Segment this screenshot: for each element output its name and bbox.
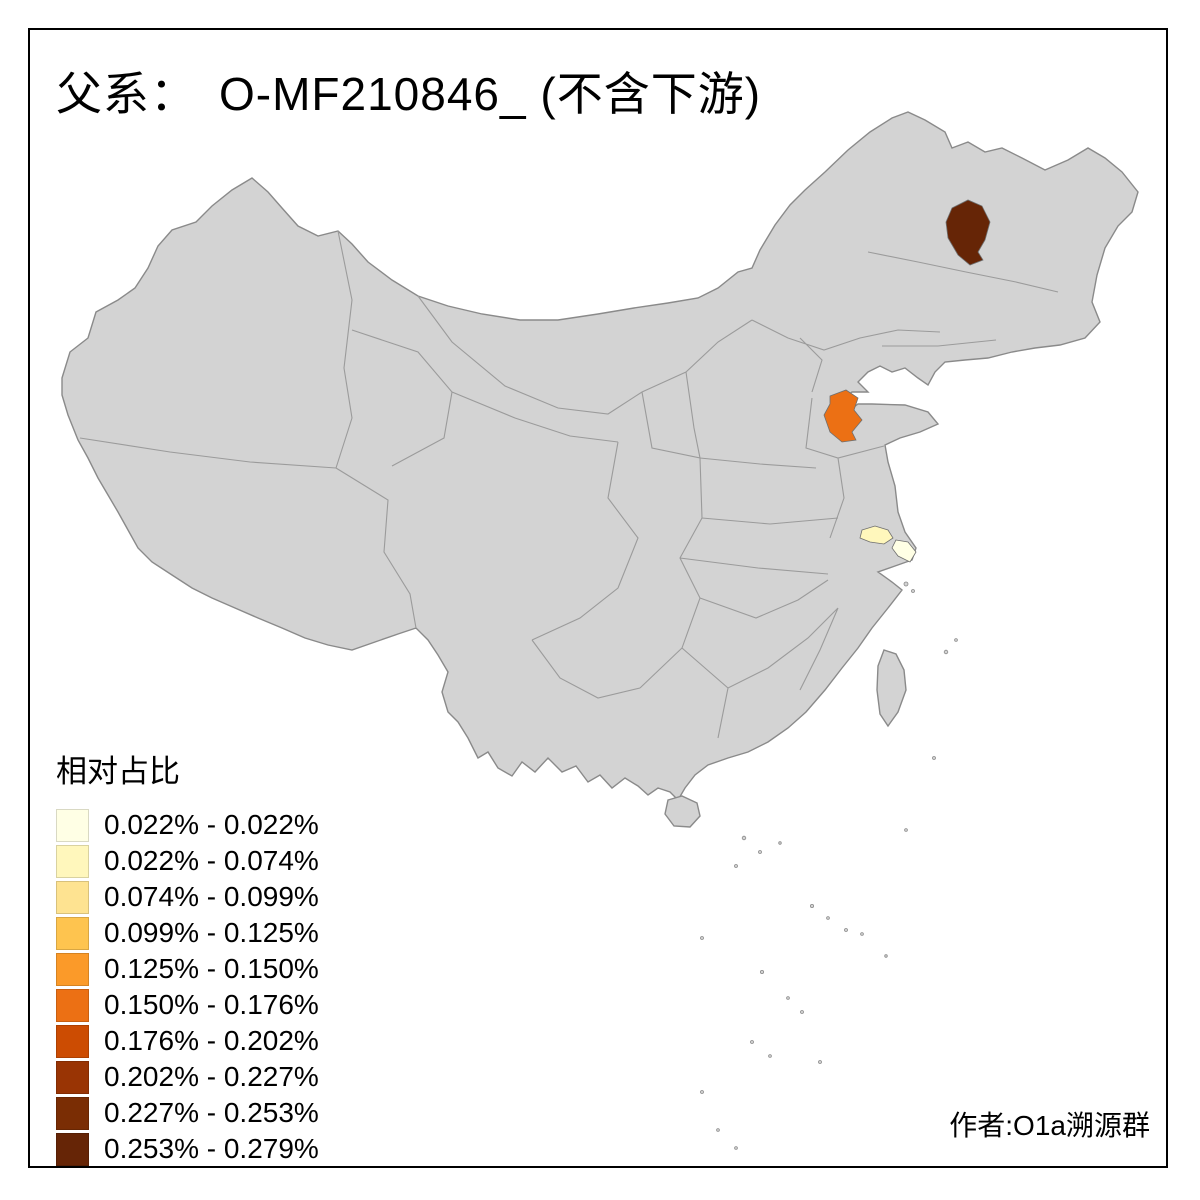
- map-title: 父系： O-MF210846_ (不含下游): [56, 58, 761, 124]
- legend-entry: 0.022% - 0.022%: [56, 807, 319, 843]
- legend-entry: 0.125% - 0.150%: [56, 951, 319, 987]
- title-prefix: 父系：: [56, 69, 197, 120]
- legend-swatch: [56, 1096, 89, 1130]
- taiwan-island-shape: [876, 649, 907, 728]
- legend-swatch: [56, 988, 89, 1022]
- legend-swatch: [56, 916, 89, 950]
- legend-label: 0.022% - 0.022%: [104, 809, 319, 840]
- legend-swatch: [56, 844, 89, 878]
- legend-label: 0.176% - 0.202%: [104, 1025, 319, 1056]
- legend-entries: 0.022% - 0.022% 0.022% - 0.074% 0.074% - 0…: [56, 807, 319, 1167]
- legend: 相对占比 0.022% - 0.022% 0.022% - 0.074% 0.074…: [56, 746, 319, 1167]
- legend-title: 相对占比: [56, 754, 180, 789]
- region-jiangsu-west-highlight: [859, 525, 894, 545]
- legend-entry: 0.176% - 0.202%: [56, 1023, 319, 1059]
- legend-label: 0.099% - 0.125%: [104, 917, 319, 948]
- legend-label: 0.150% - 0.176%: [104, 989, 319, 1020]
- legend-label: 0.022% - 0.074%: [104, 845, 319, 876]
- legend-label: 0.074% - 0.099%: [104, 881, 319, 912]
- legend-entry: 0.022% - 0.074%: [56, 843, 319, 879]
- figure-border: [28, 28, 1168, 1168]
- legend-swatch: [56, 880, 89, 914]
- legend-entry: 0.074% - 0.099%: [56, 879, 319, 915]
- legend-entry: 0.099% - 0.125%: [56, 915, 319, 951]
- title-main: O-MF210846_ (不含下游): [219, 68, 762, 120]
- region-heilongjiang-highlight: [945, 199, 991, 266]
- legend-label: 0.125% - 0.150%: [104, 953, 319, 984]
- author-credit: 作者:O1a溯源群: [949, 1110, 1150, 1141]
- legend-entry: 0.150% - 0.176%: [56, 987, 319, 1023]
- legend-swatch: [56, 808, 89, 842]
- region-shandong-highlight: [823, 389, 863, 443]
- legend-entry: 0.253% - 0.279%: [56, 1131, 319, 1167]
- province-boundaries: [79, 230, 1059, 739]
- hainan-island-shape: [664, 795, 701, 828]
- region-jiangsu-east-highlight: [891, 539, 917, 563]
- legend-label: 0.253% - 0.279%: [104, 1133, 319, 1164]
- legend-label: 0.202% - 0.227%: [104, 1061, 319, 1092]
- legend-swatch: [56, 1132, 89, 1166]
- legend-swatch: [56, 1060, 89, 1094]
- legend-entry: 0.227% - 0.253%: [56, 1095, 319, 1131]
- legend-entry: 0.202% - 0.227%: [56, 1059, 319, 1095]
- legend-swatch: [56, 1024, 89, 1058]
- legend-swatch: [56, 952, 89, 986]
- legend-label: 0.227% - 0.253%: [104, 1097, 319, 1128]
- south-china-sea-islets: [700, 581, 958, 1150]
